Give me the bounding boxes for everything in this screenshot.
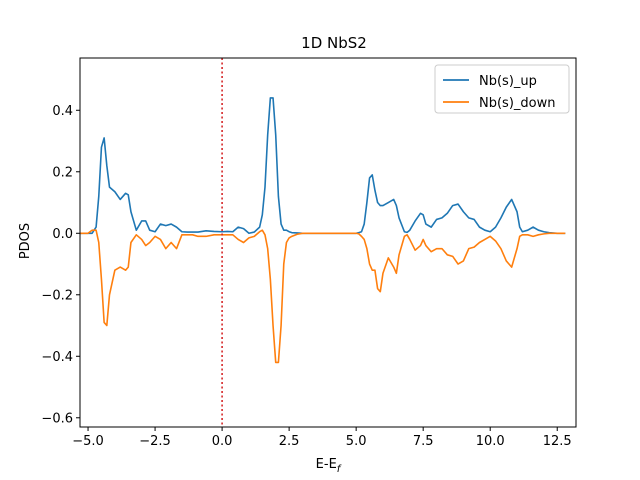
chart-title: 1D NbS2 bbox=[301, 34, 367, 52]
legend: Nb(s)_up Nb(s)_down bbox=[434, 64, 570, 114]
plot-area bbox=[80, 58, 566, 427]
plot-frame bbox=[79, 57, 577, 428]
y-tick-label: 0.4 bbox=[52, 104, 73, 119]
y-tick-label: −0.6 bbox=[41, 411, 73, 426]
x-tick-label: 5.0 bbox=[346, 434, 367, 449]
y-axis-label: PDOS bbox=[18, 223, 33, 259]
x-tick-label: −5.0 bbox=[72, 434, 104, 449]
legend-box bbox=[434, 64, 570, 114]
x-tick-label: 0.0 bbox=[212, 434, 233, 449]
x-tick-label: 12.5 bbox=[543, 434, 572, 449]
x-tick-label: 10.0 bbox=[476, 434, 505, 449]
series-line-up bbox=[80, 97, 566, 235]
legend-label: Nb(s)_down bbox=[479, 96, 555, 111]
y-tick-label: 0.0 bbox=[52, 227, 73, 242]
x-tick-label: 7.5 bbox=[413, 434, 434, 449]
legend-label: Nb(s)_up bbox=[479, 74, 537, 89]
x-axis-label-main: E-E bbox=[316, 457, 337, 472]
axes: −5.0 −2.5 0.0 2.5 5.0 7.5 10.0 12.5 −0.6 −0.4 −0.2… bbox=[41, 57, 577, 449]
x-axis-label: E-Ef bbox=[316, 457, 342, 475]
y-tick-label: 0.2 bbox=[52, 165, 73, 180]
x-tick-label: −2.5 bbox=[139, 434, 171, 449]
series-line-down bbox=[80, 229, 566, 364]
x-tick-label: 2.5 bbox=[279, 434, 300, 449]
y-tick-label: −0.2 bbox=[41, 288, 73, 303]
x-axis-label-subscript: f bbox=[337, 464, 342, 475]
y-tick-label: −0.4 bbox=[41, 350, 73, 365]
